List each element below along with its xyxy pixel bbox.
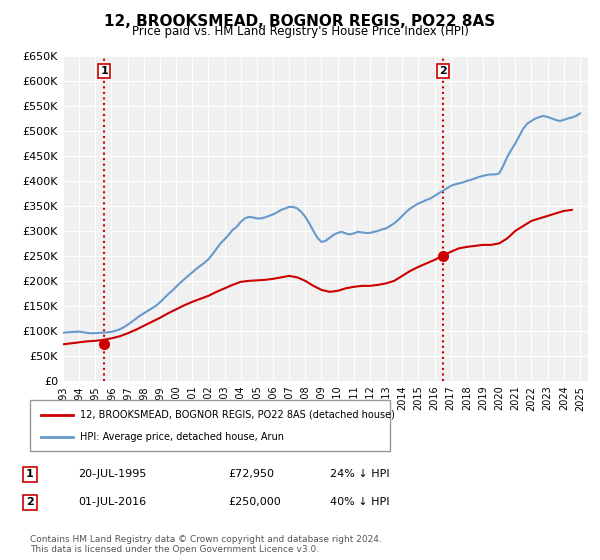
Text: 40% ↓ HPI: 40% ↓ HPI	[330, 497, 389, 507]
Text: £72,950: £72,950	[228, 469, 274, 479]
Text: 12, BROOKSMEAD, BOGNOR REGIS, PO22 8AS: 12, BROOKSMEAD, BOGNOR REGIS, PO22 8AS	[104, 14, 496, 29]
Text: 1: 1	[100, 66, 108, 76]
Text: Contains HM Land Registry data © Crown copyright and database right 2024.
This d: Contains HM Land Registry data © Crown c…	[30, 535, 382, 554]
FancyBboxPatch shape	[30, 400, 390, 451]
Text: 24% ↓ HPI: 24% ↓ HPI	[330, 469, 389, 479]
Text: £250,000: £250,000	[228, 497, 281, 507]
Text: 1: 1	[26, 469, 34, 479]
Text: Price paid vs. HM Land Registry's House Price Index (HPI): Price paid vs. HM Land Registry's House …	[131, 25, 469, 38]
Text: 2: 2	[439, 66, 446, 76]
Text: HPI: Average price, detached house, Arun: HPI: Average price, detached house, Arun	[80, 432, 284, 442]
Text: 20-JUL-1995: 20-JUL-1995	[78, 469, 146, 479]
Text: 2: 2	[26, 497, 34, 507]
Text: 01-JUL-2016: 01-JUL-2016	[78, 497, 146, 507]
Text: 12, BROOKSMEAD, BOGNOR REGIS, PO22 8AS (detached house): 12, BROOKSMEAD, BOGNOR REGIS, PO22 8AS (…	[80, 409, 395, 419]
